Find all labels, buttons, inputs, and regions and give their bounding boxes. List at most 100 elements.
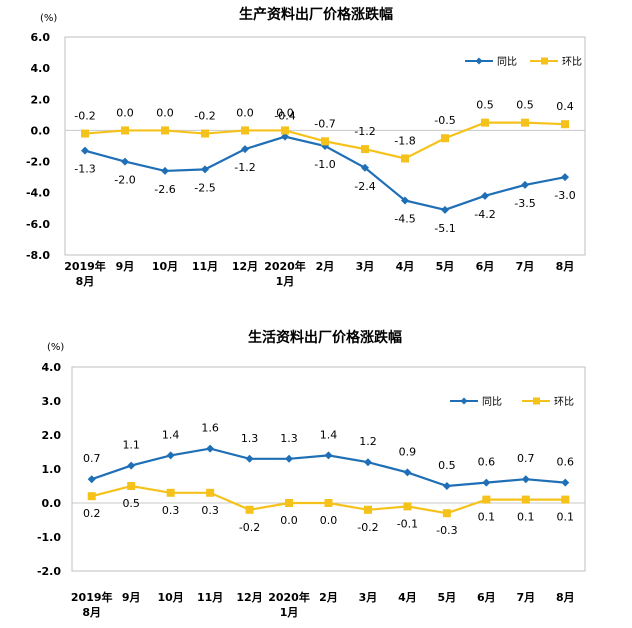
x-tick-label: 2月 (319, 591, 338, 604)
data-point-环比 (281, 126, 289, 135)
data-label-同比: 0.6 (478, 456, 496, 469)
x-tick-label: 10月 (152, 260, 178, 273)
data-label-环比: 0.1 (517, 511, 535, 524)
y-tick-label: 2.0 (42, 429, 62, 442)
x-tick-label: 8月 (82, 606, 101, 619)
data-point-同比 (161, 166, 169, 175)
data-point-同比 (521, 180, 529, 189)
data-point-环比 (161, 126, 169, 135)
data-point-环比 (441, 134, 449, 143)
chart-title: 生产资料出厂价格涨跌幅 (239, 6, 393, 23)
data-label-环比: -0.2 (74, 110, 95, 123)
data-label-环比: 0.2 (83, 507, 101, 520)
data-point-环比 (285, 499, 294, 507)
data-label-环比: 0.4 (556, 100, 574, 113)
data-point-同比 (245, 454, 254, 463)
data-label-同比: -2.5 (194, 181, 215, 194)
data-point-环比 (481, 118, 489, 127)
data-label-同比: 0.6 (557, 456, 575, 469)
data-point-环比 (401, 154, 409, 163)
data-point-同比 (281, 132, 289, 141)
data-point-环比 (561, 495, 570, 504)
legend-marker-同比 (460, 397, 468, 405)
x-tick-label: 5月 (438, 591, 457, 604)
data-label-同比: -5.1 (434, 222, 455, 235)
y-tick-label: -6.0 (26, 218, 50, 231)
x-tick-label: 3月 (356, 260, 375, 273)
data-point-环比 (245, 505, 254, 514)
y-tick-label: 0.0 (31, 124, 51, 137)
data-label-同比: -1.2 (234, 161, 255, 174)
data-label-同比: 1.4 (162, 428, 180, 441)
data-point-同比 (441, 205, 449, 214)
x-tick-label: 8月 (76, 275, 95, 288)
data-point-同比 (403, 468, 412, 477)
data-label-同比: 0.7 (83, 452, 101, 465)
data-point-同比 (363, 458, 372, 467)
legend-marker-同比 (475, 57, 483, 65)
data-point-环比 (324, 499, 333, 507)
data-label-环比: 0.0 (116, 106, 134, 119)
data-label-环比: 0.5 (516, 99, 534, 112)
legend-label-同比: 同比 (482, 396, 502, 408)
data-label-同比: -3.0 (554, 189, 575, 202)
x-tick-label: 5月 (436, 260, 455, 273)
x-tick-label: 12月 (232, 260, 258, 273)
x-tick-label: 1月 (280, 606, 299, 619)
legend-marker-环比 (533, 397, 540, 405)
y-tick-label: 3.0 (42, 395, 62, 408)
x-tick-label: 12月 (236, 591, 262, 604)
x-tick-label: 9月 (122, 591, 141, 604)
y-tick-label: 6.0 (31, 31, 51, 44)
data-point-同比 (561, 173, 569, 182)
data-label-环比: -0.2 (357, 521, 378, 534)
data-label-同比: 1.3 (280, 432, 298, 445)
x-tick-label: 3月 (359, 591, 378, 604)
data-point-同比 (442, 482, 451, 490)
data-label-同比: 1.2 (359, 435, 377, 448)
data-point-环比 (121, 126, 129, 135)
chart-title: 生活资料出厂价格涨跌幅 (248, 329, 402, 346)
y-tick-label: -8.0 (26, 249, 50, 262)
data-point-环比 (201, 129, 209, 138)
data-point-同比 (521, 475, 530, 484)
data-point-同比 (482, 478, 491, 487)
data-label-环比: -1.2 (354, 125, 375, 138)
x-tick-label: 4月 (398, 591, 417, 604)
data-point-同比 (285, 454, 294, 463)
data-label-环比: 0.5 (476, 99, 494, 112)
data-point-环比 (521, 495, 530, 504)
data-label-同比: 1.3 (241, 432, 259, 445)
data-label-环比: -0.5 (434, 114, 455, 127)
x-tick-label: 2019年 (64, 259, 106, 273)
data-label-同比: -1.0 (314, 158, 335, 171)
data-label-同比: -0.4 (274, 110, 295, 123)
data-label-环比: 0.5 (122, 497, 140, 510)
data-label-同比: -4.5 (394, 213, 415, 226)
data-point-同比 (121, 157, 129, 166)
data-point-环比 (361, 145, 369, 154)
y-tick-label: -2.0 (37, 565, 61, 578)
data-point-同比 (241, 145, 249, 154)
x-tick-label: 2月 (316, 260, 335, 273)
data-label-同比: 1.1 (122, 439, 140, 452)
data-label-环比: -0.2 (194, 110, 215, 123)
legend-label-环比: 环比 (554, 396, 574, 408)
y-tick-label: 0.0 (42, 497, 62, 510)
data-label-环比: 0.1 (478, 511, 496, 524)
data-label-同比: -1.3 (74, 163, 95, 176)
data-point-同比 (481, 191, 489, 200)
x-tick-label: 2019年 (71, 590, 113, 604)
data-label-环比: -0.1 (397, 517, 418, 530)
data-label-环比: 0.0 (156, 106, 174, 119)
x-tick-label: 11月 (192, 260, 218, 273)
data-label-同比: -3.5 (514, 197, 535, 210)
data-label-同比: -2.4 (354, 180, 375, 193)
data-label-环比: 0.3 (201, 504, 219, 517)
legend-label-环比: 环比 (562, 56, 582, 68)
legend-label-同比: 同比 (497, 56, 517, 68)
data-point-同比 (201, 165, 209, 174)
chart-2: 生活资料出厂价格涨跌幅 (%) 4.0 3.0 2.0 1.0 0.0 -1.0 -2.0 201… (37, 329, 586, 619)
x-tick-label: 8月 (556, 591, 575, 604)
